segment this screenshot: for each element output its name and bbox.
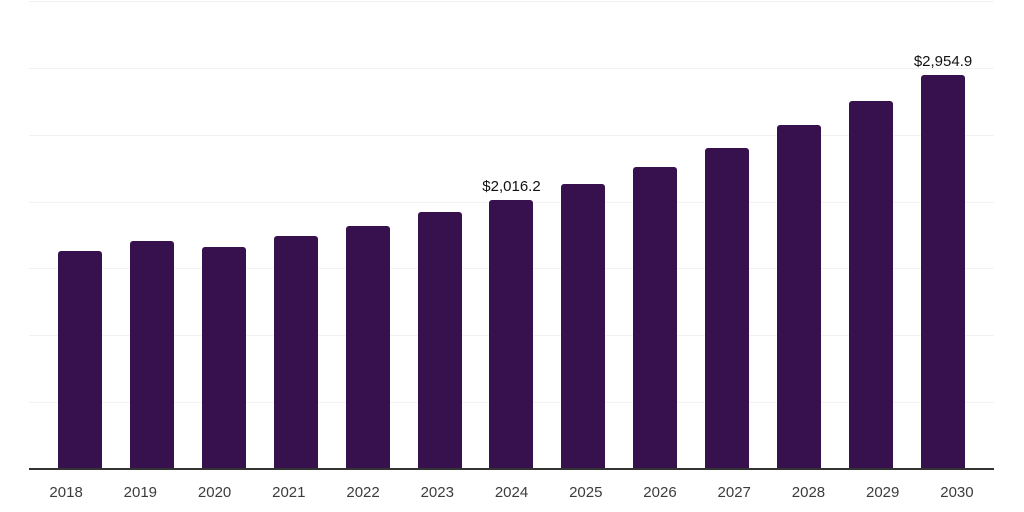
bar-slot	[835, 2, 907, 470]
bar-2025	[561, 183, 606, 470]
bar-2020	[201, 247, 246, 470]
x-tick-label-2021: 2021	[272, 484, 306, 501]
bar-slot	[404, 2, 476, 470]
bar-2026	[633, 167, 678, 470]
gridline	[29, 1, 994, 2]
bar-2022	[345, 225, 390, 470]
bar-slot	[44, 2, 116, 470]
x-tick-label-2030: 2030	[940, 484, 974, 501]
x-tick-label-2023: 2023	[420, 484, 454, 501]
bar-2030	[921, 74, 966, 470]
bar-2028	[777, 125, 822, 470]
bar-2029	[849, 100, 894, 470]
x-tick-label-2018: 2018	[49, 484, 83, 501]
bar-slot	[763, 2, 835, 470]
bar-slot: $2,016.2	[476, 2, 548, 470]
bar-slot	[188, 2, 260, 470]
x-tick-label-2020: 2020	[197, 484, 232, 501]
bar-slot	[691, 2, 763, 470]
x-tick-label-2027: 2027	[717, 484, 751, 501]
x-tick-label-2019: 2019	[123, 484, 158, 501]
bar-slot	[332, 2, 404, 470]
gridline	[29, 134, 994, 136]
x-tick-label-2024: 2024	[494, 484, 529, 501]
plot-area: $2,016.2 $2,954.9	[29, 1, 994, 470]
bar-slot	[260, 2, 332, 470]
gridline	[29, 67, 994, 69]
value-label-2024: $2,016.2	[482, 178, 541, 196]
bar-2018	[57, 250, 102, 470]
bar-2027	[705, 148, 750, 470]
bar-2024	[489, 200, 534, 470]
bars-row: $2,016.2 $2,954.9	[44, 2, 979, 470]
bar-2023	[417, 211, 462, 470]
value-label-2030: $2,954.9	[913, 52, 973, 70]
x-tick-label-2028: 2028	[791, 484, 826, 501]
bar-slot: $2,954.9	[907, 2, 979, 470]
bar-slot	[116, 2, 188, 470]
bar-2021	[273, 236, 318, 470]
x-tick-label-2026: 2026	[643, 484, 677, 501]
x-tick-label-2022: 2022	[346, 484, 380, 501]
bar-slot	[547, 2, 619, 470]
x-axis-line	[29, 468, 994, 470]
bar-2019	[129, 240, 174, 470]
bar-slot	[619, 2, 691, 470]
x-tick-label-2029: 2029	[866, 484, 900, 501]
x-tick-label-2025: 2025	[569, 484, 603, 501]
x-axis-labels: 2018 2019 2020 2021 2022 2023 2024 2025 2026 2027…	[29, 484, 994, 502]
